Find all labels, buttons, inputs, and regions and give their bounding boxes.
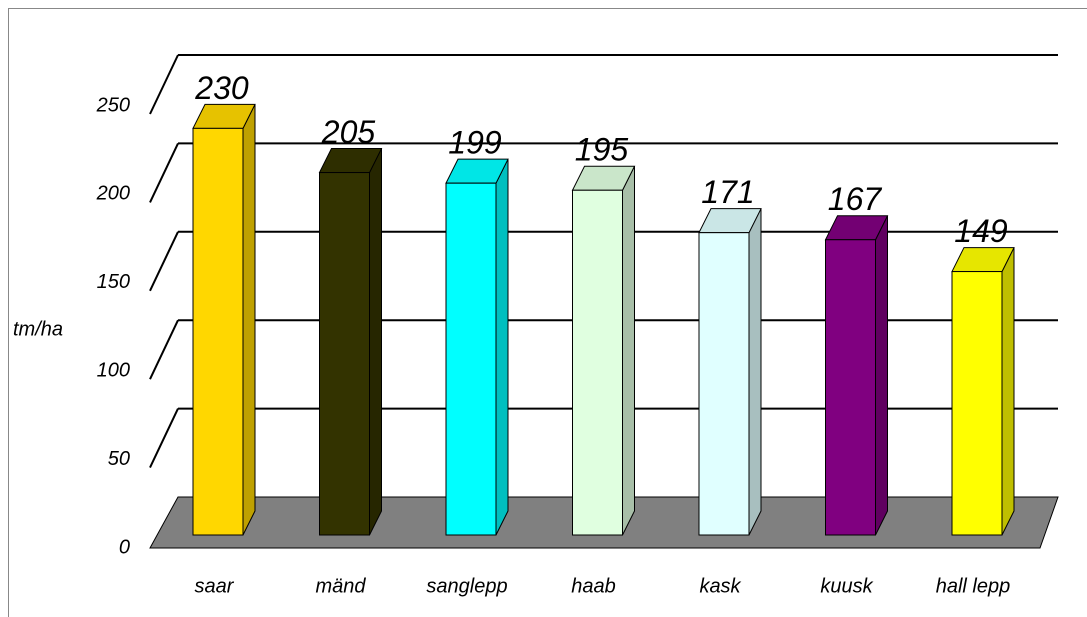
bar (951, 271, 1003, 536)
x-tick-label: sanglepp (426, 575, 507, 597)
bar-side (1001, 247, 1015, 536)
y-tick-label: 50 (108, 448, 130, 470)
bar (192, 127, 244, 536)
y-tick-label: 200 (96, 183, 130, 205)
bar-side (748, 208, 762, 536)
bar (319, 172, 370, 536)
value-label: 205 (321, 114, 376, 150)
axis-segment (149, 408, 179, 469)
bar (572, 189, 623, 536)
bar-side (622, 166, 635, 536)
y-tick-label: 150 (97, 271, 130, 293)
x-tick-label: saar (195, 575, 235, 597)
y-tick-label: 250 (96, 94, 130, 116)
bar-side (242, 104, 256, 536)
value-label: 195 (575, 132, 629, 168)
value-label: 199 (448, 125, 502, 161)
axis-segment (149, 319, 179, 380)
value-label: 230 (194, 70, 249, 106)
bar (698, 232, 750, 536)
y-tick-label: 100 (97, 359, 130, 381)
axis-segment (149, 54, 179, 115)
axis-segment (149, 231, 179, 292)
y-axis-label: tm/ha (13, 318, 63, 340)
bar-side (875, 215, 888, 536)
x-tick-label: haab (571, 575, 616, 597)
x-tick-label: kask (699, 575, 741, 597)
x-tick-label: kuusk (820, 575, 873, 597)
bar-side (495, 158, 509, 536)
bar (445, 182, 497, 536)
y-tick-label: 0 (119, 536, 130, 558)
frame (8, 8, 1087, 617)
value-label: 171 (701, 174, 754, 210)
x-tick-label: hall lepp (936, 575, 1011, 597)
axis-segment (149, 142, 179, 203)
bar-side (369, 148, 382, 536)
value-label: 167 (828, 181, 883, 217)
value-label: 149 (954, 213, 1008, 249)
bar (825, 239, 876, 536)
x-tick-label: mänd (315, 575, 366, 597)
